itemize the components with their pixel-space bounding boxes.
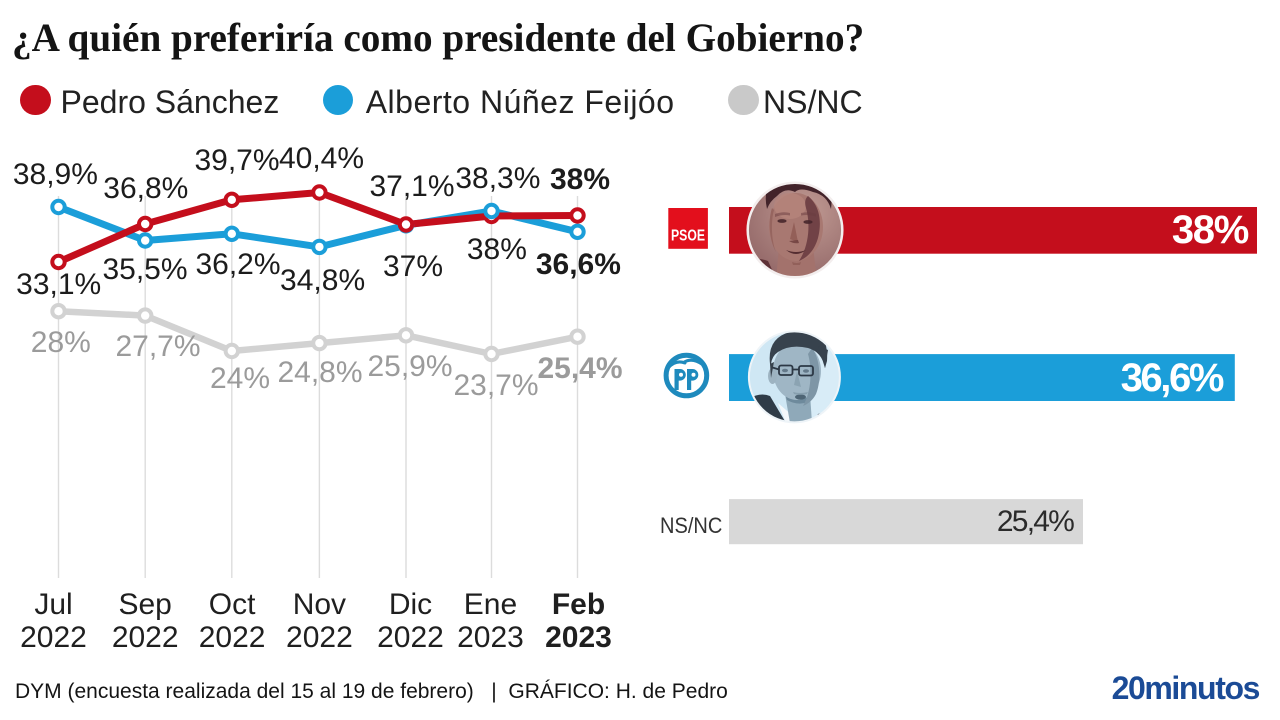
svg-text:PSOE: PSOE [671,228,705,245]
